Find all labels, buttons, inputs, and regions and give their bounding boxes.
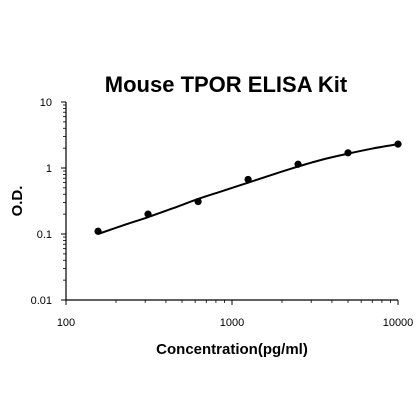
data-point <box>394 140 402 148</box>
y-tick-label: 0.1 <box>37 229 52 241</box>
x-tick-label: 100 <box>57 317 75 329</box>
data-point <box>294 160 302 168</box>
y-axis-label: O.D. <box>9 186 26 217</box>
data-point <box>144 210 152 218</box>
x-tick-label: 10000 <box>383 317 414 329</box>
data-point <box>194 197 202 206</box>
y-tick-label: 10 <box>40 97 52 109</box>
chart-title: Mouse TPOR ELISA Kit <box>105 72 348 97</box>
x-tick-label: 1000 <box>220 317 244 329</box>
data-point <box>244 175 252 184</box>
data-point <box>94 227 102 235</box>
y-tick-label: 0.01 <box>31 295 52 307</box>
y-tick-label: 1 <box>46 163 52 175</box>
x-axis-label: Concentration(pg/ml) <box>156 341 308 358</box>
ticks: 0.01 0.1 1 10 100 1000 10000 <box>31 97 414 329</box>
axes <box>65 102 398 301</box>
data-points <box>94 140 402 235</box>
data-point <box>344 149 352 157</box>
fit-curve-group <box>97 143 399 235</box>
fit-curve <box>97 143 399 235</box>
